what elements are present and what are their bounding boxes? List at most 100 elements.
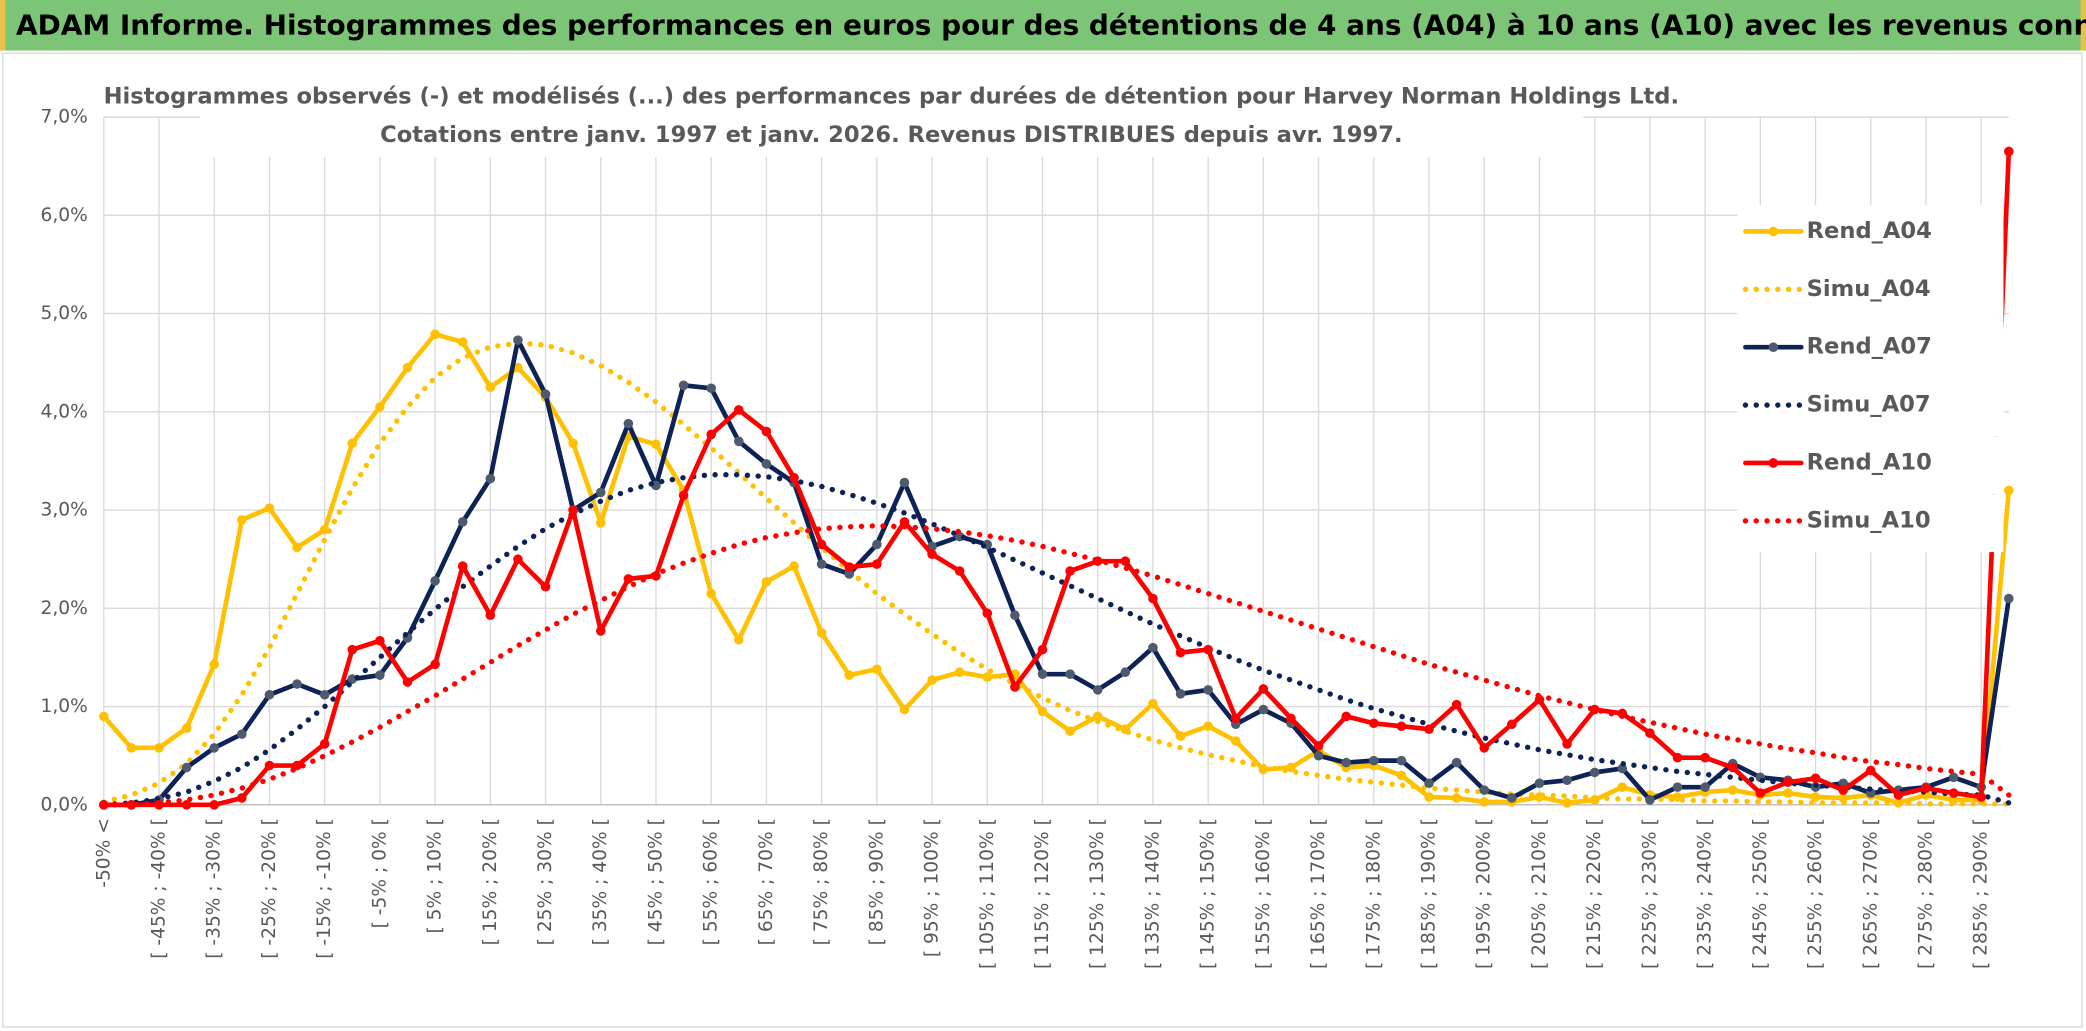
point-marker bbox=[1976, 792, 1986, 802]
point-marker bbox=[319, 739, 330, 749]
point-marker bbox=[1507, 719, 1517, 730]
point-marker bbox=[1672, 782, 1683, 792]
point-marker bbox=[1783, 788, 1793, 798]
point-marker bbox=[402, 677, 413, 687]
point-marker bbox=[1175, 647, 1186, 658]
point-marker bbox=[927, 549, 937, 560]
point-marker bbox=[1120, 667, 1131, 677]
point-marker bbox=[513, 362, 523, 373]
point-marker bbox=[457, 561, 468, 571]
point-marker bbox=[872, 539, 882, 550]
point-marker bbox=[1148, 698, 1158, 709]
point-marker bbox=[264, 503, 275, 513]
point-marker bbox=[126, 800, 137, 810]
x-tick-label: [ 125% ; 130% [ bbox=[1087, 818, 1108, 969]
lines bbox=[99, 146, 2014, 810]
point-marker bbox=[1369, 755, 1379, 766]
point-marker bbox=[375, 635, 385, 646]
point-marker bbox=[1286, 762, 1296, 773]
point-marker bbox=[540, 581, 551, 592]
point-marker bbox=[734, 436, 744, 447]
legend-label: Simu_A07 bbox=[1807, 392, 1931, 418]
point-marker bbox=[1230, 713, 1241, 724]
point-marker bbox=[1341, 757, 1351, 768]
point-marker bbox=[1589, 767, 1600, 778]
point-marker bbox=[595, 487, 606, 498]
point-marker bbox=[1092, 711, 1103, 722]
point-marker bbox=[430, 329, 440, 339]
point-marker bbox=[1396, 770, 1407, 781]
point-marker bbox=[1921, 783, 1931, 793]
x-tick-label: [ 265% ; 270% [ bbox=[1860, 818, 1881, 969]
point-marker bbox=[1507, 793, 1517, 803]
x-tick-label: [ 115% ; 120% [ bbox=[1032, 818, 1053, 969]
point-marker bbox=[1727, 762, 1738, 773]
observed-line bbox=[101, 331, 2012, 806]
point-marker bbox=[789, 472, 799, 483]
point-marker bbox=[347, 438, 358, 449]
point-marker bbox=[1783, 777, 1793, 788]
point-marker bbox=[430, 659, 440, 670]
point-marker bbox=[872, 559, 882, 569]
x-tick-label: [ 135% ; 140% [ bbox=[1142, 818, 1163, 969]
point-marker bbox=[237, 515, 247, 525]
point-marker bbox=[789, 561, 799, 571]
x-tick-label: [ 285% ; 290% [ bbox=[1971, 818, 1992, 969]
point-marker bbox=[1562, 775, 1572, 786]
point-marker bbox=[513, 335, 523, 345]
point-marker bbox=[1230, 736, 1241, 746]
point-marker bbox=[402, 362, 413, 373]
title-background bbox=[199, 77, 1584, 157]
point-marker bbox=[954, 566, 965, 576]
point-marker bbox=[1424, 778, 1434, 789]
legend-label: Rend_A07 bbox=[1807, 334, 1932, 360]
point-marker bbox=[1479, 785, 1490, 795]
point-marker bbox=[1396, 755, 1407, 766]
legend-background bbox=[1737, 378, 2004, 437]
x-tick-label: [ 275% ; 280% [ bbox=[1915, 818, 1936, 969]
point-marker bbox=[1203, 685, 1213, 695]
point-marker bbox=[706, 383, 716, 394]
point-marker bbox=[209, 743, 220, 753]
point-marker bbox=[761, 426, 772, 437]
point-marker bbox=[816, 539, 827, 550]
point-marker bbox=[1451, 793, 1462, 803]
chart-border bbox=[2, 52, 2083, 1028]
point-marker bbox=[292, 542, 302, 553]
x-tick-label: [ 85% ; 90% [ bbox=[866, 818, 887, 945]
legend-background bbox=[1737, 262, 2004, 321]
point-marker bbox=[1424, 792, 1434, 802]
model-line bbox=[101, 472, 2012, 808]
point-marker bbox=[457, 517, 468, 527]
point-marker bbox=[1396, 721, 1407, 732]
point-marker bbox=[1534, 778, 1545, 789]
y-tick-label: 1,0% bbox=[41, 696, 88, 717]
point-marker bbox=[375, 402, 385, 412]
x-tick-label: [ 45% ; 50% [ bbox=[645, 818, 666, 945]
point-marker bbox=[1010, 610, 1020, 621]
point-marker bbox=[292, 679, 302, 689]
point-marker bbox=[1203, 644, 1213, 655]
chart-subtitle: Cotations entre janv. 1997 et janv. 2026… bbox=[380, 122, 1402, 148]
grid: 0,0% 1,0% 2,0% 3,0% 4,0% 5,0% 6,0% 7,0% -50% < [ … bbox=[41, 107, 2009, 969]
header-title: ADAM Informe. Histogrammes des performan… bbox=[16, 9, 2086, 42]
point-marker bbox=[540, 389, 551, 399]
legend-marker bbox=[1768, 226, 1779, 237]
point-marker bbox=[1037, 644, 1048, 655]
point-marker bbox=[1148, 642, 1158, 653]
point-marker bbox=[237, 729, 247, 739]
x-tick-label: [ 95% ; 100% [ bbox=[922, 818, 943, 957]
point-marker bbox=[1700, 752, 1710, 763]
header-accent bbox=[0, 0, 6, 51]
point-marker bbox=[1617, 763, 1628, 774]
x-tick-label: [ 175% ; 180% [ bbox=[1363, 818, 1384, 969]
x-tick-label: [ -5% ; 0% [ bbox=[369, 818, 390, 928]
x-tick-label: [ 155% ; 160% [ bbox=[1253, 818, 1274, 969]
point-marker bbox=[595, 518, 606, 528]
point-marker bbox=[899, 704, 910, 715]
point-marker bbox=[1479, 797, 1490, 807]
point-marker bbox=[816, 628, 827, 638]
point-marker bbox=[844, 569, 855, 579]
